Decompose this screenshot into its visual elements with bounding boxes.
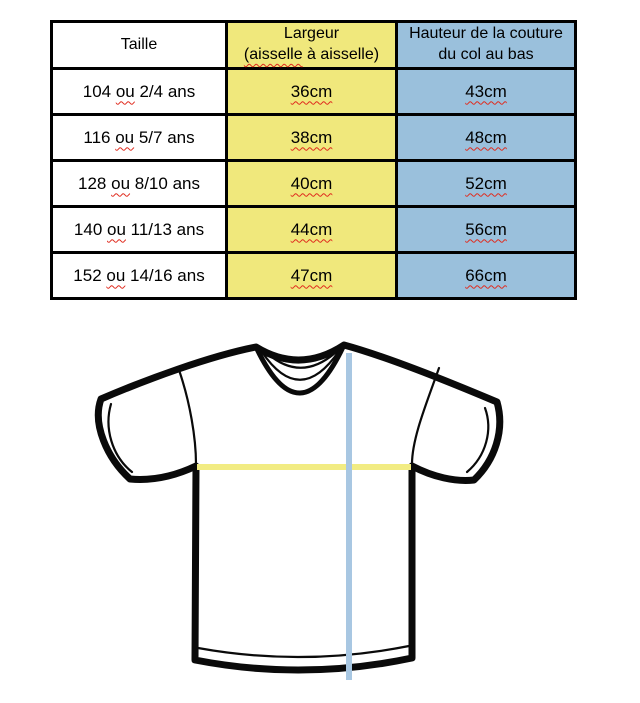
width-value: 44cm	[290, 219, 333, 239]
table-row: 116 ou 5/7 ans 38cm 48cm	[50, 113, 577, 162]
size-cell: 104 ou 2/4 ans	[50, 67, 228, 116]
collar-band-line	[260, 349, 341, 381]
size-text-post: 11/13 ans	[125, 219, 205, 239]
size-cell: 152 ou 14/16 ans	[50, 251, 228, 300]
width-value: 38cm	[290, 127, 333, 147]
col-header-hauteur: Hauteur de la couture du col au bas	[395, 20, 577, 70]
misspelled-word: ou	[115, 127, 135, 147]
size-text-pre: 140	[73, 219, 108, 239]
hem-line	[196, 644, 411, 659]
height-cell: 52cm	[395, 159, 577, 208]
size-text-pre: 128	[78, 173, 112, 193]
largeur-header-line2: (aisselle à aisselle)	[228, 45, 395, 66]
size-text-pre: 104	[82, 81, 116, 101]
width-value: 36cm	[290, 81, 333, 101]
misspelled-word: ou	[107, 219, 126, 239]
sleeve-cuff-line-right	[465, 406, 490, 474]
size-chart-table: Taille Largeur (aisselle à aisselle) Hau…	[50, 20, 577, 300]
height-value: 48cm	[465, 127, 507, 147]
width-value: 40cm	[290, 173, 333, 193]
hauteur-header-line1: Hauteur de la couture	[409, 25, 563, 43]
size-cell: 128 ou 8/10 ans	[50, 159, 228, 208]
table-row: 104 ou 2/4 ans 36cm 43cm	[50, 67, 577, 116]
misspelled-word: ou	[111, 173, 131, 193]
width-cell: 38cm	[225, 113, 398, 162]
size-text-post: 2/4 ans	[134, 81, 196, 101]
width-cell: 47cm	[225, 251, 398, 300]
sleeve-cuff-line-left	[107, 402, 134, 474]
misspelled-word: ou	[115, 81, 135, 101]
height-cell: 43cm	[395, 67, 577, 116]
size-text-pre: 152	[73, 265, 107, 285]
largeur-header-line1: Largeur	[283, 25, 340, 43]
armhole-seam-right	[410, 366, 441, 466]
height-cell: 56cm	[395, 205, 577, 254]
table-row: 152 ou 14/16 ans 47cm 66cm	[50, 251, 577, 300]
collar-back-line	[266, 351, 337, 369]
col-header-largeur: Largeur (aisselle à aisselle)	[225, 20, 398, 70]
size-text-pre: 116	[83, 127, 116, 147]
misspelled-word: ou	[106, 265, 126, 285]
collar-front-line	[254, 344, 346, 396]
col-header-taille: Taille	[50, 20, 228, 70]
size-cell: 140 ou 11/13 ans	[50, 205, 228, 254]
tshirt-outline	[94, 341, 504, 674]
width-cell: 36cm	[225, 67, 398, 116]
header-row: Taille Largeur (aisselle à aisselle) Hau…	[50, 20, 577, 70]
largeur-header-line2-rest: à aisselle)	[302, 46, 380, 63]
width-cell: 40cm	[225, 159, 398, 208]
size-cell: 116 ou 5/7 ans	[50, 113, 228, 162]
hauteur-header-line2: du col au bas	[438, 46, 534, 63]
table-row: 128 ou 8/10 ans 40cm 52cm	[50, 159, 577, 208]
height-value: 56cm	[465, 219, 507, 239]
size-text-post: 5/7 ans	[134, 127, 195, 147]
height-cell: 48cm	[395, 113, 577, 162]
tshirt-diagram	[94, 341, 504, 680]
size-text-post: 14/16 ans	[125, 265, 205, 285]
size-text-post: 8/10 ans	[130, 173, 200, 193]
height-cell: 66cm	[395, 251, 577, 300]
height-value: 43cm	[465, 81, 507, 101]
armhole-seam-left	[177, 368, 198, 466]
width-value: 47cm	[290, 265, 333, 285]
table-row: 140 ou 11/13 ans 44cm 56cm	[50, 205, 577, 254]
height-value: 52cm	[465, 173, 507, 193]
misspelled-word: (aisselle	[243, 46, 303, 63]
width-cell: 44cm	[225, 205, 398, 254]
taille-header-label: Taille	[120, 35, 158, 53]
height-value: 66cm	[465, 265, 507, 285]
